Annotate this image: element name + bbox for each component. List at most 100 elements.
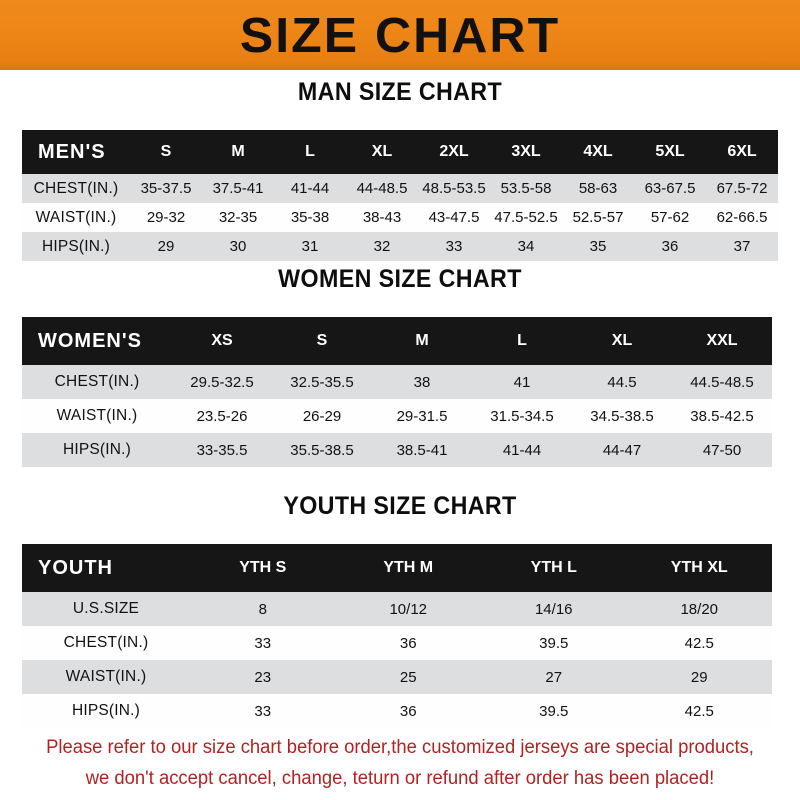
measurement-value: 29-31.5 (396, 407, 448, 425)
measurement-value: 30 (229, 238, 247, 255)
size-column-header: YTH L (530, 559, 577, 576)
measurement-label: U.S.SIZE (72, 600, 140, 617)
table-row: U.S.SIZE 8 10/12 14/16 18/20 (22, 592, 772, 626)
table-wrapper-youth: YOUTH YTH S YTH M YTH L YTH XL U.S.SIZE 8 10/12… (22, 544, 772, 728)
size-column-header: YTH S (239, 559, 287, 576)
disclaimer-line-2: we don't accept cancel, change, teturn o… (85, 768, 715, 789)
measurement-value: 23 (254, 668, 272, 686)
measurement-label: HIPS(IN.) (71, 702, 141, 719)
table-row: HIPS(IN.) 33 36 39.5 42.5 (22, 694, 772, 728)
measurement-value: 44.5-48.5 (690, 373, 754, 391)
measurement-value: 42.5 (684, 702, 714, 720)
measurement-value: 32.5-35.5 (290, 373, 354, 391)
measurement-value: 18/20 (680, 600, 719, 618)
measurement-value: 38 (413, 373, 431, 391)
measurement-value: 53.5-58 (500, 180, 552, 197)
measurement-value: 57-62 (650, 209, 690, 226)
measurement-value: 44-47 (602, 441, 642, 459)
measurement-value: 10/12 (389, 600, 428, 618)
table-wrapper-men: MEN'S S M L XL 2XL 3XL 4XL 5XL 6XL CHEST(IN.) 35-37… (22, 130, 778, 261)
measurement-value: 38-43 (362, 209, 402, 226)
measurement-value: 62-66.5 (716, 209, 768, 226)
measurement-value: 41-44 (502, 441, 542, 459)
table-row: WAIST(IN.) 23 25 27 29 (22, 660, 772, 694)
measurement-value: 38.5-42.5 (690, 407, 754, 425)
measurement-value: 44-48.5 (356, 180, 408, 197)
table-header-label-women: WOMEN'S (38, 329, 142, 352)
size-column-header: M (415, 332, 429, 349)
measurement-value: 41 (513, 373, 531, 391)
size-table-women: WOMEN'S XS S M L XL XXL CHEST(IN.) 29.5-32.5 32.5… (22, 317, 772, 467)
measurement-label: CHEST(IN.) (63, 634, 149, 651)
measurement-value: 23.5-26 (196, 407, 248, 425)
size-column-header: 4XL (583, 143, 613, 160)
measurement-value: 8 (258, 600, 267, 618)
table-row: CHEST(IN.) 35-37.5 37.5-41 41-44 44-48.5 48.5… (22, 174, 778, 203)
measurement-value: 32 (373, 238, 391, 255)
size-column-header: 3XL (511, 143, 541, 160)
table-header-label-men: MEN'S (38, 140, 106, 163)
measurement-value: 33-35.5 (196, 441, 248, 459)
section-title-women: WOMEN SIZE CHART (278, 265, 522, 293)
measurement-value: 29 (690, 668, 708, 686)
disclaimer: Please refer to our size chart before or… (12, 732, 788, 794)
size-column-header: L (305, 143, 315, 160)
table-row: HIPS(IN.) 33-35.5 35.5-38.5 38.5-41 41-44 44-… (22, 433, 772, 467)
measurement-value: 29-32 (146, 209, 186, 226)
measurement-value: 35 (589, 238, 607, 255)
table-header-label-youth: YOUTH (38, 556, 113, 579)
measurement-value: 67.5-72 (716, 180, 768, 197)
size-column-header: 6XL (727, 143, 757, 160)
size-column-header: 5XL (655, 143, 685, 160)
size-column-header: XL (611, 332, 633, 349)
disclaimer-line-1: Please refer to our size chart before or… (46, 737, 754, 758)
size-table-men: MEN'S S M L XL 2XL 3XL 4XL 5XL 6XL CHEST(IN.) 35-37… (22, 130, 778, 261)
measurement-value: 29 (157, 238, 175, 255)
measurement-value: 14/16 (534, 600, 573, 618)
section-women: WOMEN SIZE CHART WOMEN'S XS S M L XL XXL CHEST(… (0, 265, 800, 467)
measurement-value: 39.5 (539, 634, 569, 652)
table-wrapper-women: WOMEN'S XS S M L XL XXL CHEST(IN.) 29.5-32.5 32.5… (22, 317, 772, 467)
measurement-value: 31 (301, 238, 319, 255)
measurement-value: 33 (254, 702, 272, 720)
measurement-label: CHEST(IN.) (33, 179, 119, 197)
size-column-header: XXL (706, 332, 738, 349)
measurement-label: HIPS(IN.) (62, 441, 132, 458)
table-header-row-youth: YOUTH YTH S YTH M YTH L YTH XL (22, 544, 772, 592)
table-row: CHEST(IN.) 29.5-32.5 32.5-35.5 38 41 44.5 44.5… (22, 365, 772, 399)
measurement-value: 36 (661, 238, 679, 255)
measurement-label: WAIST(IN.) (56, 407, 138, 424)
measurement-value: 58-63 (578, 180, 618, 197)
size-column-header: 2XL (439, 143, 469, 160)
size-column-header: L (517, 332, 527, 349)
measurement-value: 32-35 (218, 209, 258, 226)
measurement-value: 26-29 (302, 407, 342, 425)
measurement-value: 35.5-38.5 (290, 441, 354, 459)
size-table-youth: YOUTH YTH S YTH M YTH L YTH XL U.S.SIZE 8 10/12… (22, 544, 772, 728)
size-column-header: XS (211, 332, 233, 349)
table-header-row-men: MEN'S S M L XL 2XL 3XL 4XL 5XL 6XL (22, 130, 778, 174)
table-row: HIPS(IN.) 29 30 31 32 33 34 35 36 37 (22, 232, 778, 261)
size-column-header: M (231, 143, 245, 160)
measurement-value: 43-47.5 (428, 209, 480, 226)
table-row: WAIST(IN.) 23.5-26 26-29 29-31.5 31.5-34.5 34… (22, 399, 772, 433)
measurement-label: WAIST(IN.) (65, 668, 147, 685)
section-title-youth: YOUTH SIZE CHART (283, 492, 517, 520)
measurement-value: 33 (445, 238, 463, 255)
measurement-value: 44.5 (607, 373, 637, 391)
measurement-value: 35-38 (290, 209, 330, 226)
measurement-value: 37.5-41 (212, 180, 264, 197)
measurement-value: 27 (545, 668, 563, 686)
measurement-value: 25 (399, 668, 417, 686)
measurement-value: 31.5-34.5 (490, 407, 554, 425)
measurement-value: 47.5-52.5 (494, 209, 558, 226)
size-column-header: S (160, 143, 172, 160)
measurement-label: CHEST(IN.) (54, 373, 140, 390)
measurement-value: 34 (517, 238, 535, 255)
measurement-value: 36 (399, 702, 417, 720)
table-header-row-women: WOMEN'S XS S M L XL XXL (22, 317, 772, 365)
measurement-value: 48.5-53.5 (422, 180, 486, 197)
measurement-value: 63-67.5 (644, 180, 696, 197)
measurement-value: 38.5-41 (396, 441, 448, 459)
measurement-label: HIPS(IN.) (41, 237, 111, 255)
